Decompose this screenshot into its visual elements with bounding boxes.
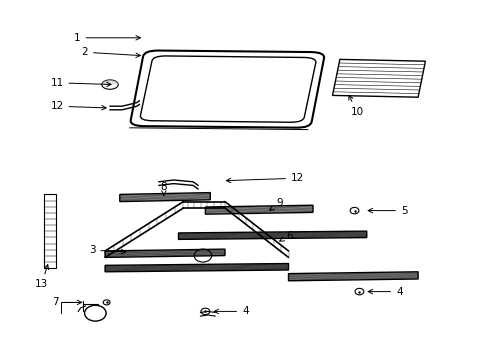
Polygon shape <box>288 272 417 281</box>
Polygon shape <box>105 264 288 272</box>
Text: 12: 12 <box>50 101 106 111</box>
Text: 4: 4 <box>367 287 402 297</box>
Text: 7: 7 <box>52 297 81 307</box>
Text: 8: 8 <box>160 182 167 195</box>
Polygon shape <box>102 80 118 89</box>
Polygon shape <box>178 231 366 239</box>
Text: 6: 6 <box>279 231 292 241</box>
Text: 11: 11 <box>50 78 111 88</box>
Text: 3: 3 <box>88 245 125 255</box>
Text: 4: 4 <box>214 306 248 316</box>
Polygon shape <box>44 194 56 268</box>
Polygon shape <box>120 193 210 202</box>
Text: 12: 12 <box>226 173 304 183</box>
Polygon shape <box>332 59 425 97</box>
Text: 1: 1 <box>74 33 140 43</box>
Text: 13: 13 <box>35 265 48 289</box>
Text: 10: 10 <box>348 95 363 117</box>
Text: 5: 5 <box>367 206 407 216</box>
Text: 2: 2 <box>81 47 140 58</box>
Polygon shape <box>205 205 312 214</box>
Polygon shape <box>105 249 224 257</box>
Text: 9: 9 <box>269 198 283 210</box>
Polygon shape <box>102 80 118 85</box>
